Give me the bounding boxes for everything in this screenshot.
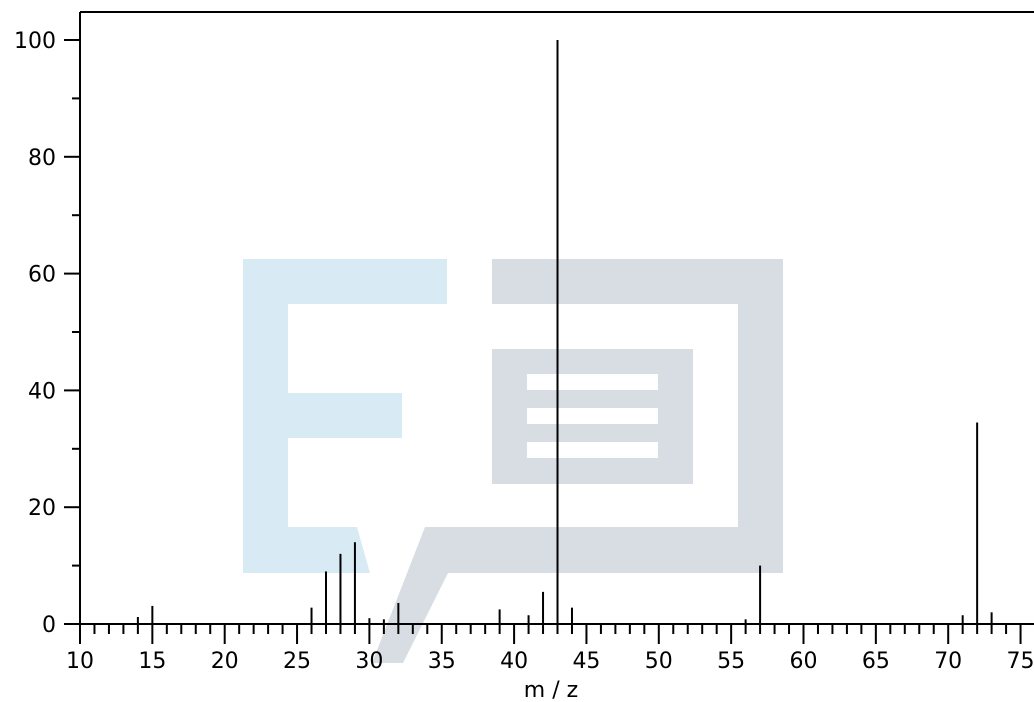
x-tick-label: 60 <box>790 649 818 674</box>
y-tick-label: 100 <box>14 29 56 54</box>
y-tick-label: 80 <box>28 146 56 171</box>
x-axis-ticks: 10 15 20 25 30 35 40 45 50 55 60 65 70 75 <box>66 624 1034 674</box>
watermark-line-1 <box>527 374 658 390</box>
y-tick-label: 0 <box>42 613 56 638</box>
x-tick-label: 45 <box>572 649 600 674</box>
watermark-line-3 <box>527 442 658 458</box>
x-tick-label: 15 <box>138 649 166 674</box>
y-tick-label: 60 <box>28 263 56 288</box>
y-tick-label: 40 <box>28 379 56 404</box>
y-tick-label: 20 <box>28 496 56 521</box>
x-tick-label: 65 <box>862 649 890 674</box>
x-tick-label: 40 <box>500 649 528 674</box>
watermark-document-frame <box>372 259 783 663</box>
x-tick-label: 20 <box>211 649 239 674</box>
x-tick-label: 35 <box>428 649 456 674</box>
x-tick-label: 25 <box>283 649 311 674</box>
watermark-letter-e <box>243 259 447 573</box>
x-tick-label: 75 <box>1007 649 1034 674</box>
watermark-line-2 <box>527 408 658 424</box>
x-tick-label: 55 <box>717 649 745 674</box>
x-tick-label: 50 <box>645 649 673 674</box>
y-axis-ticks: 0 20 40 60 80 100 <box>14 29 80 638</box>
x-axis-title: m / z <box>524 678 578 702</box>
x-tick-label: 10 <box>66 649 94 674</box>
spectrum-peaks <box>136 40 993 624</box>
watermark-logo <box>243 259 783 663</box>
x-tick-label: 30 <box>355 649 383 674</box>
x-tick-label: 70 <box>934 649 962 674</box>
